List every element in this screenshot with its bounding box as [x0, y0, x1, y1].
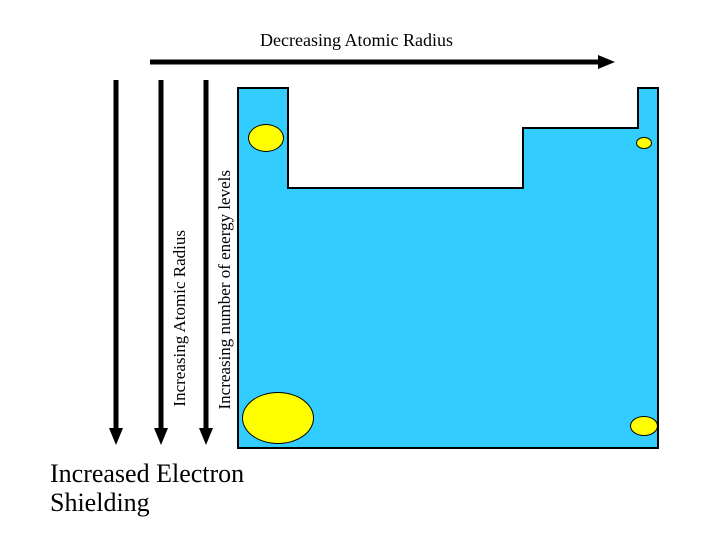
top-axis-label: Decreasing Atomic Radius	[260, 30, 453, 51]
periodic-table-outline	[238, 88, 658, 448]
vertical-label-outer: Increasing number of energy levels	[215, 170, 235, 410]
vertical-arrow-3	[199, 80, 213, 445]
vertical-arrow-2	[154, 80, 168, 445]
vertical-label-inner: Increasing Atomic Radius	[170, 230, 190, 407]
atom-top-right	[636, 137, 652, 149]
atom-bottom-right	[630, 416, 658, 436]
atom-top-left	[248, 124, 284, 152]
vertical-arrow-1	[109, 80, 123, 445]
bottom-caption-line2: Shielding	[50, 489, 244, 518]
bottom-caption-line1: Increased Electron	[50, 460, 244, 489]
top-arrow	[150, 55, 615, 69]
atom-bottom-left	[242, 392, 314, 444]
bottom-caption: Increased Electron Shielding	[50, 460, 244, 517]
